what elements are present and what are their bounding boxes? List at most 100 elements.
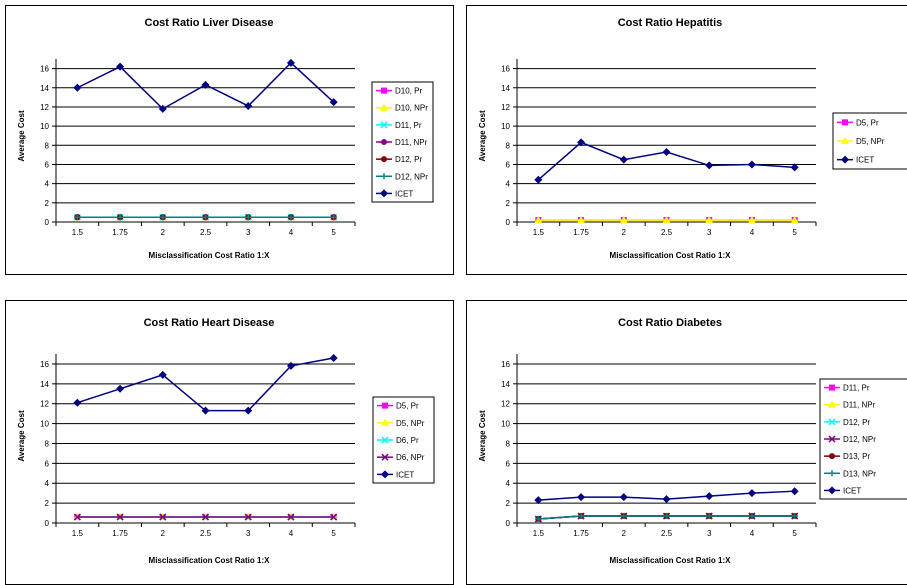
legend-entry: D6, Pr [377, 436, 419, 445]
x-tick-label: 3 [707, 228, 712, 237]
chart-svg: Cost Ratio Hepatitis 0 2 4 6 8 10 12 14 16 1.5 1.75… [478, 17, 907, 260]
series-group [73, 58, 338, 113]
x-tick-label: 3 [246, 228, 251, 237]
legend-swatch-marker [381, 436, 389, 444]
legend-label: ICET [856, 156, 874, 165]
data-point [159, 513, 167, 521]
y-tick-label: 2 [45, 199, 50, 208]
data-point [244, 101, 253, 110]
data-point [705, 216, 714, 224]
data-point [748, 513, 755, 520]
y-tick-label: 12 [40, 400, 49, 409]
data-point [330, 214, 337, 221]
y-tick-label: 10 [40, 122, 49, 131]
data-point [619, 493, 628, 502]
data-point [791, 513, 798, 520]
chart-panel-heart-disease: Cost Ratio Heart Disease 0 2 4 6 8 10 12 14 16 1.5… [5, 300, 454, 585]
chart-title: Cost Ratio Liver Disease [145, 17, 274, 29]
legend-entry: ICET [824, 486, 861, 495]
legend-entry: ICET [837, 155, 874, 165]
y-tick-label: 6 [45, 459, 50, 468]
legend-swatch-marker [380, 103, 388, 111]
x-tick-label: 2.5 [661, 529, 673, 538]
data-point [790, 163, 799, 172]
data-point [158, 370, 167, 379]
y-tick-label: 4 [506, 180, 511, 189]
legend-label: D12, NPr [843, 435, 876, 444]
data-point [202, 214, 209, 221]
y-axis-label: Average Cost [478, 110, 487, 162]
data-point [73, 398, 82, 407]
y-tick-label: 0 [45, 218, 50, 227]
data-point [620, 513, 627, 520]
legend-entry: D11, Pr [824, 384, 870, 393]
y-tick-label: 14 [501, 380, 510, 389]
data-point [577, 493, 586, 502]
data-point [535, 516, 542, 523]
legend-swatch-marker [381, 87, 387, 94]
x-tick-label: 2 [161, 228, 166, 237]
data-point [330, 513, 338, 521]
legend-label: D12, Pr [843, 418, 870, 427]
data-point [662, 216, 671, 224]
legend-label: D13, NPr [843, 469, 876, 478]
legend-entry: D5, Pr [837, 118, 879, 127]
legend-entry: D11, Pr [376, 121, 422, 130]
legend-swatch-marker [381, 418, 389, 426]
x-tick-label: 4 [750, 228, 755, 237]
legend-label: D10, Pr [395, 87, 422, 96]
x-tick-label: 5 [792, 228, 797, 237]
series-group [535, 513, 798, 523]
data-point [73, 83, 82, 92]
x-tick-label: 1.75 [112, 529, 128, 538]
x-tick-label: 2 [622, 228, 627, 237]
chart-panel-hepatitis: Cost Ratio Hepatitis 0 2 4 6 8 10 12 14 16 1.5 1.75… [466, 5, 907, 275]
y-tick-label: 12 [501, 103, 510, 112]
data-point [705, 161, 714, 170]
x-axis-label: Misclassification Cost Ratio 1:X [610, 251, 732, 260]
series-group [534, 487, 799, 505]
legend-swatch-marker [842, 119, 848, 126]
legend-label: D10, NPr [395, 104, 428, 113]
legend-entry: D10, NPr [376, 103, 428, 113]
legend-swatch-marker [829, 384, 835, 391]
data-point [662, 148, 671, 157]
y-tick-label: 0 [506, 218, 511, 227]
data-point [117, 214, 124, 221]
data-point [158, 104, 167, 113]
chart-svg: Cost Ratio Diabetes 0 2 4 6 8 10 12 14 16 1.5 1.75 2… [478, 317, 907, 565]
x-tick-label: 5 [331, 529, 336, 538]
data-point [747, 489, 756, 498]
legend-entry: D13, NPr [824, 469, 876, 478]
x-tick-label: 1.5 [72, 529, 84, 538]
series-group [74, 214, 337, 221]
data-point [201, 513, 210, 521]
y-tick-label: 16 [501, 360, 510, 369]
data-point [790, 216, 799, 224]
x-tick-label: 5 [792, 529, 797, 538]
data-point [534, 175, 543, 184]
y-tick-label: 14 [40, 84, 49, 93]
x-tick-label: 1.75 [573, 529, 589, 538]
x-tick-label: 2.5 [200, 529, 212, 538]
legend-swatch-marker [829, 453, 835, 460]
y-tick-label: 8 [45, 141, 50, 150]
series-group [73, 513, 338, 521]
y-tick-label: 4 [45, 479, 50, 488]
series-group [534, 216, 799, 224]
legend-entry: D5, NPr [377, 418, 425, 428]
data-point [244, 513, 252, 521]
data-point [577, 216, 586, 224]
data-point [329, 353, 338, 362]
legend-label: ICET [843, 486, 861, 495]
chart-panel-diabetes: Cost Ratio Diabetes 0 2 4 6 8 10 12 14 16 1.5 1.75 2… [466, 300, 907, 585]
x-tick-label: 1.5 [533, 228, 545, 237]
data-point [244, 406, 253, 415]
x-tick-label: 4 [289, 228, 294, 237]
x-tick-label: 1.75 [112, 228, 128, 237]
y-tick-label: 6 [45, 160, 50, 169]
chart-title: Cost Ratio Diabetes [618, 317, 722, 329]
chart-title: Cost Ratio Hepatitis [618, 17, 723, 29]
y-tick-label: 2 [506, 499, 511, 508]
legend-swatch-marker [828, 435, 836, 443]
